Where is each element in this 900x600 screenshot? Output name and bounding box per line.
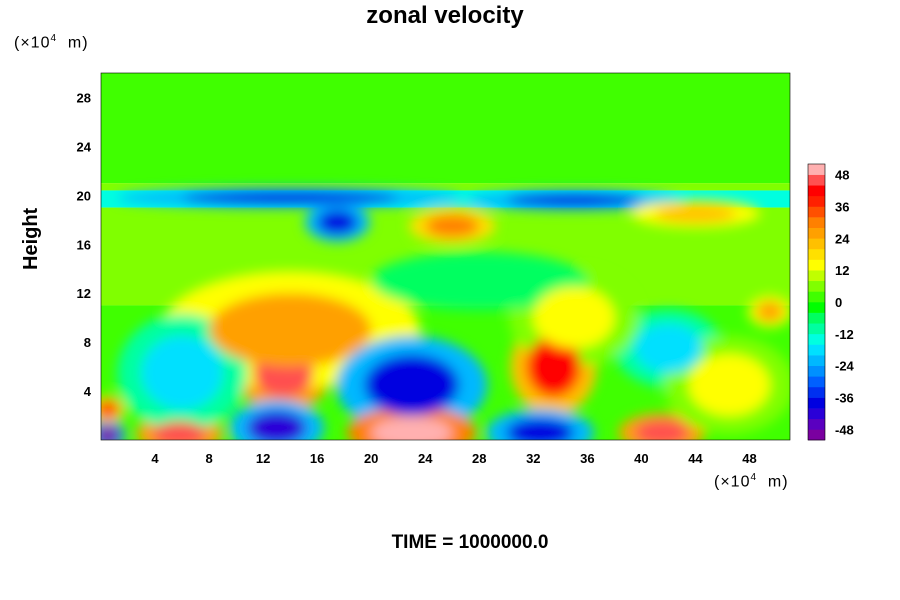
field-feature bbox=[425, 214, 480, 237]
colorbar-segment bbox=[808, 280, 825, 292]
field-feature bbox=[688, 354, 770, 416]
y-tick-label: 4 bbox=[84, 384, 92, 399]
colorbar-segment bbox=[808, 397, 825, 409]
colorbar-tick-label: 12 bbox=[835, 263, 849, 278]
x-tick-label: 4 bbox=[151, 451, 159, 466]
y-tick-label: 28 bbox=[77, 90, 91, 105]
colorbar-segment bbox=[808, 206, 825, 218]
colorbar-segment bbox=[808, 238, 825, 250]
colorbar-segment bbox=[808, 408, 825, 420]
colorbar-segment bbox=[808, 291, 825, 303]
colorbar-segment bbox=[808, 323, 825, 335]
colorbar-segment bbox=[808, 365, 825, 377]
y-tick-label: 8 bbox=[84, 335, 91, 350]
x-tick-label: 40 bbox=[634, 451, 648, 466]
colorbar-segment bbox=[808, 174, 825, 186]
colorbar-segment bbox=[808, 227, 825, 239]
x-tick-label: 12 bbox=[256, 451, 270, 466]
colorbar-segment bbox=[808, 386, 825, 398]
colorbar-segment bbox=[808, 333, 825, 345]
y-axis-unit: (×104 m) bbox=[14, 33, 89, 52]
colorbar-segment bbox=[808, 429, 825, 441]
field-feature bbox=[182, 191, 399, 204]
y-tick-label: 16 bbox=[77, 237, 91, 252]
colorbar-segment bbox=[808, 312, 825, 324]
x-axis-unit: (×104 m) bbox=[714, 472, 789, 491]
time-label: TIME = 1000000.0 bbox=[391, 532, 549, 553]
chart-title: zonal velocity bbox=[366, 2, 524, 29]
x-tick-label: 28 bbox=[472, 451, 486, 466]
colorbar-segment bbox=[808, 302, 825, 313]
x-tick-label: 32 bbox=[526, 451, 540, 466]
field-band bbox=[101, 73, 790, 184]
colorbar-segment bbox=[808, 259, 825, 271]
field-feature bbox=[634, 420, 689, 440]
colorbar-tick-label: -48 bbox=[835, 422, 854, 437]
colorbar-tick-label: 0 bbox=[835, 295, 842, 310]
colorbar-segment bbox=[808, 164, 825, 175]
field-feature bbox=[364, 354, 460, 416]
y-tick-label: 20 bbox=[77, 188, 91, 203]
field-feature bbox=[654, 205, 736, 223]
x-tick-label: 36 bbox=[580, 451, 594, 466]
y-tick-label: 24 bbox=[77, 139, 92, 154]
x-tick-label: 20 bbox=[364, 451, 378, 466]
field-feature bbox=[756, 301, 784, 322]
colorbar-segment bbox=[808, 248, 825, 260]
field-feature bbox=[101, 425, 119, 440]
colorbar-segment bbox=[808, 418, 825, 430]
colorbar: 48 36 24 12 0 -12 -24 -36 -48 bbox=[807, 163, 855, 441]
colorbar-tick-label: 36 bbox=[835, 199, 849, 214]
field-feature bbox=[371, 416, 453, 440]
x-tick-label: 48 bbox=[742, 451, 756, 466]
field-feature bbox=[317, 210, 358, 235]
field-band bbox=[101, 183, 790, 191]
colorbar-segment bbox=[808, 195, 825, 207]
colorbar-segment bbox=[808, 185, 825, 197]
colorbar-segment bbox=[808, 344, 825, 356]
field-feature bbox=[533, 287, 615, 349]
field-feature bbox=[101, 400, 119, 418]
x-tick-label: 24 bbox=[418, 451, 433, 466]
colorbar-tick-label: -24 bbox=[835, 359, 855, 374]
colorbar-segment bbox=[808, 355, 825, 366]
field-feature bbox=[152, 421, 207, 440]
field-feature bbox=[634, 323, 703, 373]
colorbar-segment bbox=[808, 270, 825, 282]
field-feature bbox=[506, 194, 642, 207]
y-tick-label: 12 bbox=[77, 286, 91, 301]
field-feature bbox=[526, 336, 581, 398]
x-tick-label: 8 bbox=[205, 451, 212, 466]
colorbar-tick-label: 24 bbox=[835, 231, 850, 246]
x-tick-labels: 4 8 12 16 20 24 28 32 36 40 44 48 bbox=[151, 451, 756, 466]
field-feature bbox=[411, 262, 547, 300]
field-feature bbox=[246, 410, 307, 440]
x-tick-label: 44 bbox=[688, 451, 703, 466]
colorbar-tick-label: -12 bbox=[835, 327, 854, 342]
x-tick-label: 16 bbox=[310, 451, 324, 466]
plot-area bbox=[101, 73, 790, 440]
colorbar-segment bbox=[808, 376, 825, 388]
colorbar-tick-label: -36 bbox=[835, 391, 854, 406]
field-feature bbox=[141, 336, 223, 410]
field-feature bbox=[506, 417, 574, 440]
field-feature bbox=[209, 293, 372, 367]
colorbar-tick-label: 48 bbox=[835, 168, 849, 183]
y-tick-labels: 4 8 12 16 20 24 28 bbox=[77, 90, 92, 399]
colorbar-segment bbox=[808, 217, 825, 228]
